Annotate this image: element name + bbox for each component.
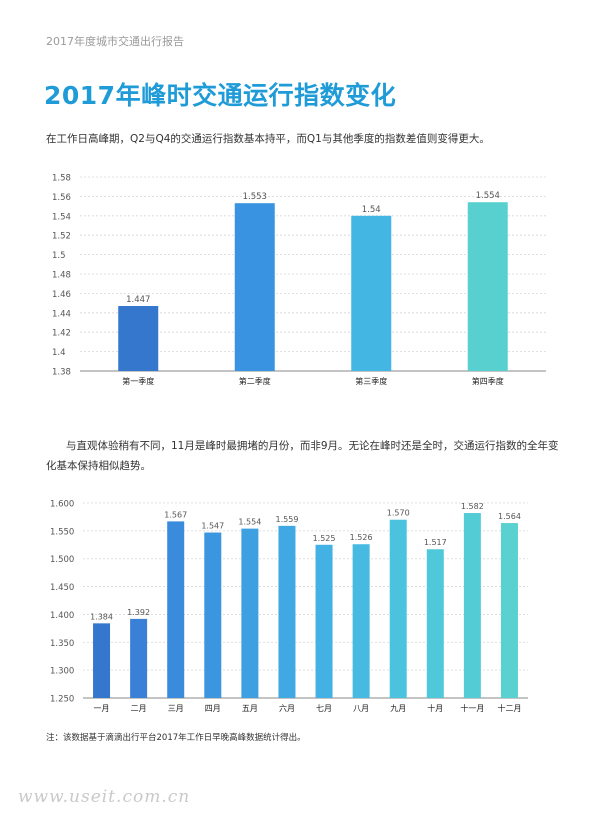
- bar-value-label: 1.547: [201, 522, 224, 531]
- bar-value-label: 1.525: [313, 534, 336, 543]
- bar-value-label: 1.570: [387, 509, 410, 518]
- bar-value-label: 1.553: [243, 192, 267, 202]
- x-tick-label: 五月: [242, 704, 258, 713]
- bar: [315, 544, 333, 698]
- monthly-bar-chart: 1.250 1.300 1.350 1.400 1.450 1.500 1.550 1.600…: [50, 500, 528, 713]
- bar-value-label: 1.582: [461, 502, 484, 511]
- x-tick-label: 一月: [94, 704, 110, 713]
- y-tick-label: 1.600: [50, 500, 74, 510]
- bar: [204, 532, 222, 698]
- y-tick-label: 1.58: [52, 174, 71, 184]
- bar-value-label: 1.392: [127, 608, 150, 617]
- page-title: 2017年峰时交通运行指数变化: [44, 81, 397, 110]
- watermark: www.useit.com.cn: [18, 787, 191, 807]
- y-tick-label: 1.42: [52, 329, 71, 339]
- bar: [118, 306, 159, 371]
- y-tick-label: 1.550: [50, 527, 74, 537]
- bar: [500, 523, 518, 698]
- x-tick-label: 六月: [279, 703, 295, 713]
- footnote: 注：该数据基于滴滴出行平台2017年工作日早晚高峰数据统计得出。: [46, 733, 306, 743]
- bar-value-label: 1.567: [164, 510, 187, 519]
- x-tick-label: 十月: [427, 703, 443, 713]
- x-tick-label: 十一月: [460, 703, 484, 713]
- y-tick-label: 1.52: [52, 232, 71, 242]
- quarterly-bar-chart: 1.38 1.4 1.42 1.44 1.46 1.48 1.5 1.52 1.54 1.56 1.…: [52, 174, 546, 386]
- y-tick-label: 1.56: [52, 193, 71, 203]
- y-tick-label: 1.44: [52, 309, 71, 319]
- bar: [389, 519, 407, 698]
- bar: [463, 513, 481, 698]
- bar-value-label: 1.447: [126, 295, 150, 305]
- bar-value-label: 1.517: [424, 538, 447, 547]
- bar: [278, 525, 296, 698]
- bar: [351, 215, 392, 371]
- bar: [234, 203, 275, 371]
- bar-value-label: 1.559: [276, 515, 299, 524]
- y-tick-label: 1.48: [52, 271, 71, 281]
- bar: [241, 528, 259, 698]
- y-tick-label: 1.300: [50, 667, 74, 677]
- bar: [93, 623, 111, 698]
- x-tick-label: 八月: [353, 704, 369, 713]
- x-tick-label: 十二月: [497, 703, 521, 713]
- bar-value-label: 1.384: [90, 612, 113, 621]
- x-tick-label: 七月: [316, 704, 332, 713]
- x-tick-label: 三月: [168, 704, 184, 713]
- bar-value-label: 1.54: [362, 205, 381, 215]
- x-tick-label: 第二季度: [239, 376, 271, 386]
- y-tick-label: 1.5: [52, 251, 66, 261]
- x-tick-label: 第三季度: [355, 376, 387, 386]
- y-tick-label: 1.400: [50, 611, 74, 621]
- y-tick-label: 1.450: [50, 583, 74, 593]
- x-tick-label: 二月: [131, 704, 147, 713]
- x-tick-label: 四月: [205, 704, 221, 713]
- bar: [130, 618, 148, 698]
- y-tick-label: 1.54: [52, 212, 71, 222]
- x-tick-label: 第一季度: [122, 376, 154, 386]
- bar: [352, 544, 370, 698]
- bar-value-label: 1.526: [350, 533, 373, 542]
- y-tick-label: 1.350: [50, 639, 74, 649]
- intro-paragraph-monthly: 与直观体验稍有不同，11月是峰时最拥堵的月份，而非9月。无论在峰时还是全时，交通…: [46, 440, 559, 472]
- y-tick-label: 1.250: [50, 695, 74, 705]
- bar-value-label: 1.554: [476, 191, 500, 201]
- y-tick-label: 1.500: [50, 555, 74, 565]
- bar: [467, 202, 508, 371]
- x-tick-label: 第四季度: [472, 376, 504, 386]
- bar: [426, 549, 444, 698]
- bar-value-label: 1.564: [498, 512, 521, 521]
- y-tick-label: 1.4: [52, 348, 66, 358]
- intro-paragraph-quarterly: 在工作日高峰期，Q2与Q4的交通运行指数基本持平，而Q1与其他季度的指数差值则变…: [46, 133, 490, 145]
- x-tick-label: 九月: [390, 704, 406, 713]
- y-tick-label: 1.46: [52, 290, 71, 300]
- bar: [167, 521, 185, 698]
- report-header: 2017年度城市交通出行报告: [46, 35, 184, 48]
- y-tick-label: 1.38: [52, 368, 71, 378]
- bar-value-label: 1.554: [238, 518, 261, 527]
